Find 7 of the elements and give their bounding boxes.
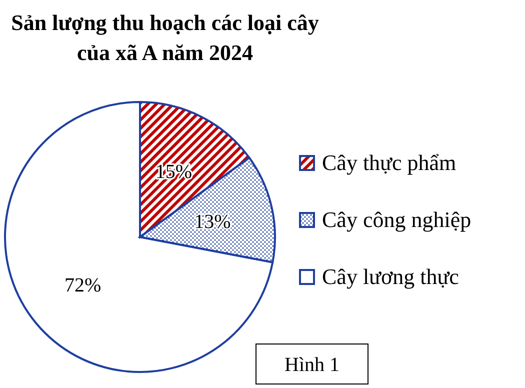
chart-title: Sản lượng thu hoạch các loại cây của xã A năm 2024: [11, 10, 319, 65]
legend-label: Cây công nghiệp: [322, 207, 472, 232]
data-label: 13%: [194, 210, 231, 233]
legend-label: Cây thực phẩm: [322, 150, 456, 175]
text: Hình 1: [284, 354, 340, 376]
data-label: 72%: [64, 274, 102, 296]
slice-label: Cây lương thực: [322, 264, 460, 289]
